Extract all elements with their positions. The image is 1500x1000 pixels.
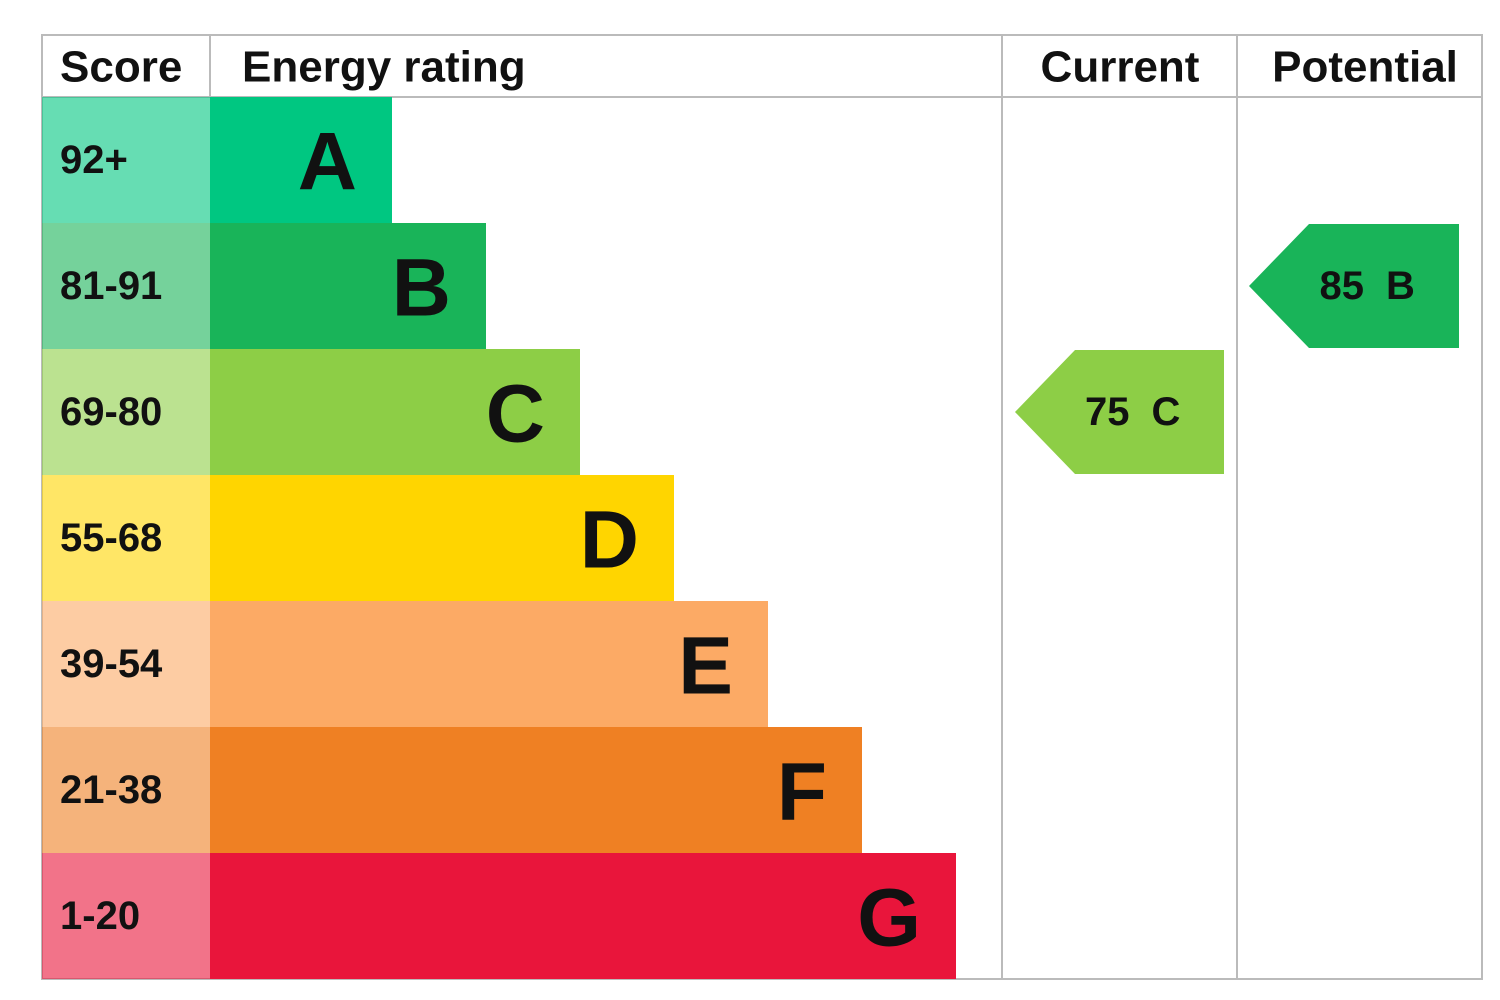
potential-letter: B xyxy=(1386,264,1415,308)
rating-letter: A xyxy=(298,117,357,208)
current-arrow xyxy=(1015,350,1224,474)
header-current: Current xyxy=(1041,43,1200,92)
score-cell xyxy=(42,223,210,349)
score-cell xyxy=(42,349,210,475)
rating-letter: B xyxy=(392,243,451,334)
score-cell xyxy=(42,727,210,853)
current-value: 75 xyxy=(1085,390,1130,434)
score-range: 21-38 xyxy=(60,768,162,812)
score-range: 81-91 xyxy=(60,264,162,308)
score-range: 92+ xyxy=(60,138,128,182)
rating-bar xyxy=(210,97,392,223)
potential-arrow xyxy=(1249,224,1459,348)
rating-bar xyxy=(210,727,862,853)
score-cell xyxy=(42,97,210,223)
current-letter: C xyxy=(1152,390,1181,434)
rating-bar xyxy=(210,349,580,475)
rating-letter: E xyxy=(678,621,733,712)
score-cell xyxy=(42,853,210,979)
potential-value: 85 xyxy=(1320,264,1365,308)
rating-letter: G xyxy=(857,873,921,964)
score-range: 69-80 xyxy=(60,390,162,434)
score-range: 55-68 xyxy=(60,516,162,560)
score-cell xyxy=(42,601,210,727)
rating-letter: F xyxy=(777,747,827,838)
rating-letter: C xyxy=(486,369,545,460)
rating-bar xyxy=(210,853,956,979)
score-range: 1-20 xyxy=(60,894,140,938)
header-score: Score xyxy=(60,43,182,92)
rating-bar xyxy=(210,601,768,727)
score-cell xyxy=(42,475,210,601)
rating-letter: D xyxy=(580,495,639,586)
rating-bar xyxy=(210,223,486,349)
header-rating: Energy rating xyxy=(242,43,526,92)
header-potential: Potential xyxy=(1272,43,1458,92)
score-range: 39-54 xyxy=(60,642,163,686)
rating-bar xyxy=(210,475,674,601)
